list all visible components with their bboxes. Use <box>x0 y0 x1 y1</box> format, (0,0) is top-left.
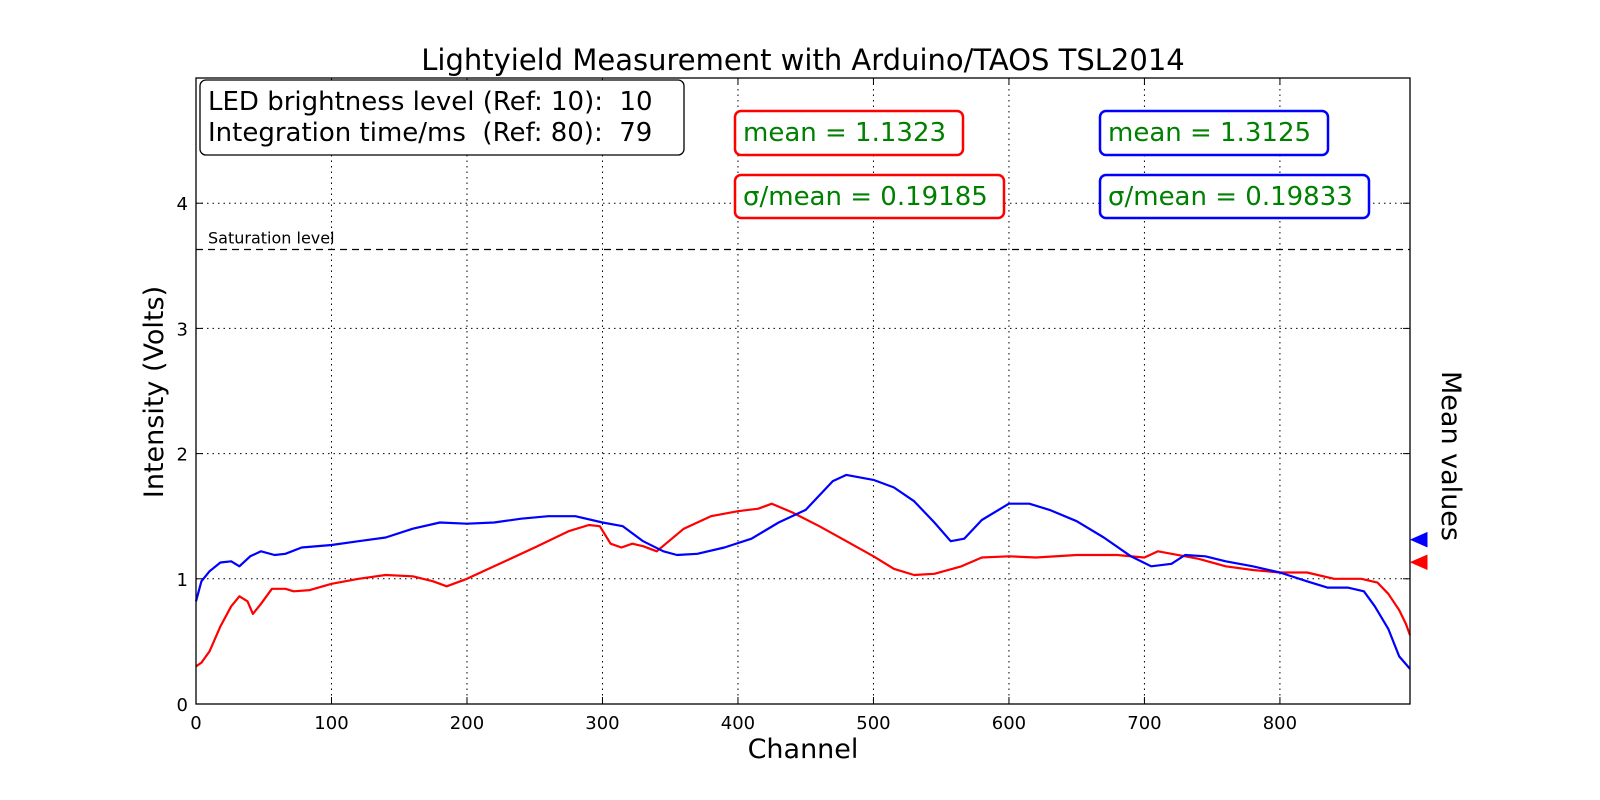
x-tick-label: 600 <box>992 713 1026 734</box>
red-sigma-box: σ/mean = 0.19185 <box>733 173 1006 220</box>
y-tick-label: 4 <box>177 194 188 215</box>
red-mean-text: mean = 1.1323 <box>743 118 946 148</box>
y-tick-label: 1 <box>177 570 188 591</box>
x-tick-label: 0 <box>190 713 201 734</box>
blue-mean-frame <box>1098 109 1330 157</box>
series-layer <box>194 473 1412 670</box>
x-tick-label: 800 <box>1263 713 1297 734</box>
red-sigma-frame <box>733 173 1006 220</box>
y-tick-label: 3 <box>177 319 188 340</box>
red-sigma-text: σ/mean = 0.19185 <box>743 182 988 212</box>
right-axis-title: Mean values <box>1435 371 1466 541</box>
x-tick-label: 700 <box>1127 713 1161 734</box>
x-axis-title: Channel <box>748 734 859 765</box>
red-mean-marker <box>1409 554 1428 571</box>
y-axis-title: Intensity (Volts) <box>139 286 170 498</box>
blue-sigma-text: σ/mean = 0.19833 <box>1108 182 1353 212</box>
red-series-line <box>195 502 1412 668</box>
info-box-frame <box>199 79 685 156</box>
info-led-brightness: LED brightness level (Ref: 10): 10 <box>208 87 653 117</box>
blue-mean-box: mean = 1.3125 <box>1098 109 1330 157</box>
chart-title: Lightyield Measurement with Arduino/TAOS… <box>421 43 1185 77</box>
plot-frame <box>195 77 1411 705</box>
ticks-layer: 0 100 200 300 400 500 600 700 800 0 1 2 3 4 <box>177 78 1410 734</box>
x-tick-label: 500 <box>856 713 890 734</box>
y-tick-label: 0 <box>177 695 188 716</box>
y-tick-label: 2 <box>177 445 188 466</box>
saturation-label: Saturation level <box>208 229 335 248</box>
blue-mean-text: mean = 1.3125 <box>1108 118 1311 148</box>
plot-area <box>196 78 1410 704</box>
blue-sigma-box: σ/mean = 0.19833 <box>1098 173 1371 220</box>
blue-series-line <box>194 473 1411 670</box>
x-tick-label: 100 <box>314 713 348 734</box>
blue-sigma-frame <box>1098 173 1371 220</box>
x-tick-label: 300 <box>585 713 619 734</box>
red-mean-frame <box>733 109 965 157</box>
red-mean-box: mean = 1.1323 <box>733 109 965 157</box>
mean-marker-layer <box>1409 531 1428 571</box>
x-tick-label: 400 <box>721 713 755 734</box>
info-box: LED brightness level (Ref: 10): 10 Integ… <box>199 79 685 156</box>
x-tick-label: 200 <box>450 713 484 734</box>
info-integration-time: Integration time/ms (Ref: 80): 79 <box>208 118 652 148</box>
blue-mean-marker <box>1409 531 1428 548</box>
